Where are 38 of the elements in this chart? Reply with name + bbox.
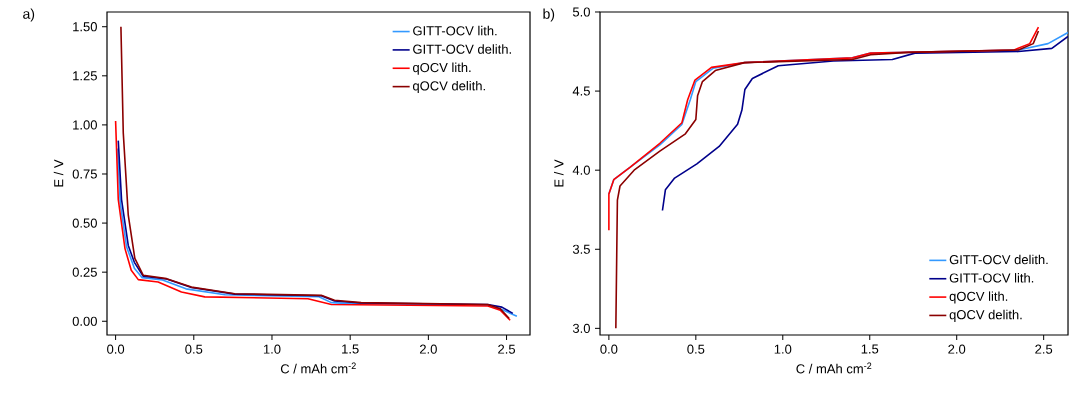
x-tick-label: 0.0 — [600, 344, 618, 354]
y-tick-label: 0.50 — [72, 218, 97, 228]
x-tick-label: 1.5 — [342, 344, 359, 354]
y-tick-label: 3.5 — [572, 244, 590, 254]
x-tick-label: 0.0 — [107, 344, 125, 354]
y-tick-label: 1.25 — [73, 71, 97, 81]
y-tick-label: 0.75 — [72, 169, 97, 179]
y-tick-label: 0.25 — [72, 267, 97, 277]
text: b) — [543, 8, 555, 22]
legend-label: GITT-OCV lith. — [413, 25, 497, 36]
legend-label: qOCV lith. — [412, 62, 471, 75]
x-tick-label: 2.5 — [1035, 344, 1053, 354]
legend-label: qOCV delith. — [949, 309, 1022, 322]
x-axis-title: C / mAh cm$^{-2}$ — [796, 362, 872, 374]
legend-label: GITT-OCV delith. — [949, 254, 1048, 265]
legend-label: GITT-OCV delith. — [413, 44, 511, 54]
y-axis-title: E / V — [53, 159, 64, 187]
x-tick-label: 1.0 — [774, 344, 792, 354]
x-tick-label: 0.5 — [185, 344, 203, 354]
x-tick-label: 2.0 — [948, 344, 966, 354]
x-tick-label: 0.5 — [687, 344, 705, 354]
y-tick-label: 1.00 — [73, 120, 97, 130]
x-tick-label: 2.0 — [419, 344, 437, 354]
y-tick-label: 3.0 — [572, 323, 590, 333]
y-tick-label: 5.0 — [572, 7, 590, 17]
legend-label: GITT-OCV lith. — [949, 273, 1034, 283]
legend-label: qOCV lith. — [949, 291, 1008, 304]
text: a) — [23, 8, 35, 22]
y-tick-label: 0.00 — [72, 316, 97, 326]
x-tick-label: 1.5 — [861, 344, 879, 354]
legend-label: qOCV delith. — [412, 80, 485, 94]
y-axis-title: E / V — [553, 159, 564, 187]
y-tick-label: 1.50 — [73, 22, 97, 32]
x-axis-title: C / mAh cm$^{-2}$ — [280, 362, 356, 374]
y-tick-label: 4.5 — [572, 86, 590, 96]
x-tick-label: 1.0 — [263, 344, 281, 354]
y-tick-label: 4.0 — [572, 165, 590, 175]
x-tick-label: 2.5 — [498, 344, 516, 354]
